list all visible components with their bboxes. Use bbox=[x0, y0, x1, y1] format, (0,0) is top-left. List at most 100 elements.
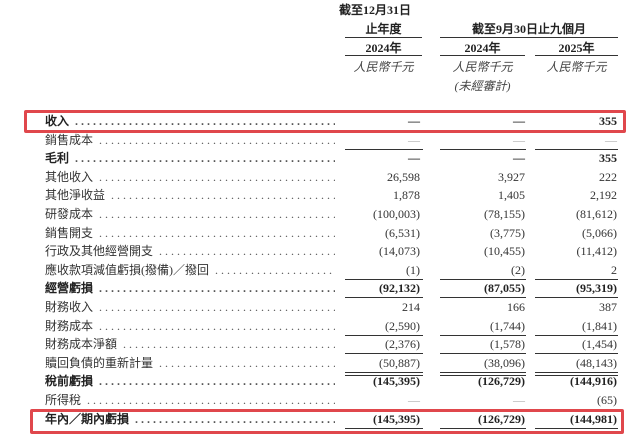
year-header: 2024年 bbox=[464, 41, 501, 55]
cell-value: (2) bbox=[511, 262, 525, 277]
cell-value: 222 bbox=[599, 169, 617, 184]
leader-dots: ........................................… bbox=[75, 114, 335, 128]
table-row: 年內／期內虧損 ................................… bbox=[45, 410, 625, 432]
leader-dots: ........................................… bbox=[159, 244, 335, 259]
cell-value: (1,744) bbox=[490, 318, 525, 333]
row-label-text: 經營虧損 bbox=[45, 281, 94, 296]
row-label-text: 財務成本 bbox=[45, 318, 94, 333]
row-label: 其他淨收益 ..................................… bbox=[45, 186, 335, 204]
leader-dots: ........................................… bbox=[135, 411, 335, 426]
row-label: 研發成本 ...................................… bbox=[45, 205, 335, 223]
cell-value: (6,531) bbox=[385, 225, 420, 240]
cell-value: (65) bbox=[597, 393, 617, 407]
underline bbox=[440, 278, 526, 280]
table-row: 所得稅 ....................................… bbox=[45, 391, 625, 410]
double-underline bbox=[535, 371, 618, 376]
cell-value: 387 bbox=[599, 300, 617, 314]
row-label-text: 所得稅 bbox=[45, 393, 82, 407]
fy-label-header: 止年度 bbox=[365, 22, 402, 36]
cell-value: (3,775) bbox=[490, 225, 525, 240]
leader-dots: ........................................… bbox=[99, 207, 335, 221]
row-label: 經營虧損 ...................................… bbox=[45, 279, 335, 297]
table-row: 其他收入 ...................................… bbox=[45, 168, 625, 186]
cell-value: (92,132) bbox=[379, 281, 420, 296]
unaudited-label: (未經審計) bbox=[454, 79, 511, 93]
cell-value: (10,455) bbox=[484, 244, 525, 259]
underline bbox=[345, 353, 423, 355]
leader-dots: ........................................… bbox=[99, 374, 335, 389]
underline bbox=[440, 148, 526, 150]
underline bbox=[535, 148, 618, 150]
underline bbox=[440, 297, 526, 299]
table-row: 毛利 .....................................… bbox=[45, 149, 625, 167]
cell-value: (145,395) bbox=[373, 411, 420, 426]
row-label-text: 銷售成本 bbox=[45, 132, 94, 147]
row-label-text: 收入 bbox=[45, 114, 70, 128]
table-row: 經營虧損 ...................................… bbox=[45, 279, 625, 299]
year-header: 2025年 bbox=[558, 41, 595, 55]
nine-months-header: 截至9月30日止九個月 bbox=[471, 22, 586, 36]
row-label-text: 研發成本 bbox=[45, 207, 94, 221]
row-label-text: 銷售開支 bbox=[45, 225, 94, 240]
cell-value: (144,981) bbox=[570, 411, 617, 426]
currency-label: 人民幣千元 bbox=[353, 60, 414, 74]
underline bbox=[345, 334, 423, 336]
highlight-box-net-loss bbox=[30, 409, 624, 434]
cell-value: (145,395) bbox=[373, 374, 420, 389]
cell-value: 1,405 bbox=[498, 188, 525, 203]
leader-dots: ........................................… bbox=[215, 262, 335, 277]
cell-value: (50,887) bbox=[379, 355, 420, 370]
underline bbox=[535, 297, 618, 299]
table-row: 其他淨收益 ..................................… bbox=[45, 186, 625, 204]
table-row: 銷售開支 ...................................… bbox=[45, 224, 625, 242]
row-label-text: 財務收入 bbox=[45, 300, 94, 314]
cell-value: (144,916) bbox=[570, 374, 617, 389]
leader-dots: ........................................… bbox=[99, 300, 335, 314]
cell-value: (1,841) bbox=[582, 318, 617, 333]
currency-label: 人民幣千元 bbox=[546, 60, 607, 74]
row-label-text: 年內／期內虧損 bbox=[45, 411, 130, 426]
cell-value: — bbox=[513, 151, 525, 166]
row-label-text: 行政及其他經營開支 bbox=[45, 244, 154, 259]
cell-value: — bbox=[513, 114, 525, 128]
cell-value: (48,143) bbox=[576, 355, 617, 370]
header-rule bbox=[345, 55, 422, 56]
leader-dots: ........................................… bbox=[99, 169, 335, 184]
header-rule bbox=[345, 37, 422, 38]
table-row: 稅前虧損 ...................................… bbox=[45, 372, 625, 390]
double-underline bbox=[440, 371, 526, 376]
cell-value: 2,192 bbox=[590, 188, 617, 203]
cell-value: (11,412) bbox=[576, 244, 617, 259]
row-label: 銷售成本 ...................................… bbox=[45, 131, 335, 149]
cell-value: (100,003) bbox=[373, 207, 420, 221]
leader-dots: ........................................… bbox=[159, 355, 335, 370]
leader-dots: ........................................… bbox=[87, 393, 335, 407]
cell-value: (1,454) bbox=[582, 337, 617, 352]
row-label: 銷售開支 ...................................… bbox=[45, 224, 335, 242]
row-label: 收入 .....................................… bbox=[45, 112, 335, 130]
row-label-text: 其他收入 bbox=[45, 169, 94, 184]
leader-dots: ........................................… bbox=[99, 225, 335, 240]
row-label: 其他收入 ...................................… bbox=[45, 168, 335, 186]
cell-value: (1,578) bbox=[490, 337, 525, 352]
row-label: 財務成本 ...................................… bbox=[45, 317, 335, 335]
header-rule bbox=[440, 37, 618, 38]
row-label: 毛利 .....................................… bbox=[45, 149, 335, 167]
cell-value: 355 bbox=[599, 151, 617, 166]
cell-value: — bbox=[513, 393, 525, 407]
cell-value: (126,729) bbox=[478, 374, 525, 389]
header-rule bbox=[535, 55, 618, 56]
row-label: 行政及其他經營開支 ..............................… bbox=[45, 242, 335, 260]
cell-value: (87,055) bbox=[484, 281, 525, 296]
table-row: 財務收入 ...................................… bbox=[45, 298, 625, 316]
table-row: 研發成本 ...................................… bbox=[45, 205, 625, 223]
cell-value: (2,590) bbox=[385, 318, 420, 333]
leader-dots: ........................................… bbox=[99, 132, 335, 147]
row-label-text: 財務成本淨額 bbox=[45, 337, 118, 352]
cell-value: 2 bbox=[611, 262, 617, 277]
year-header: 2024年 bbox=[365, 41, 402, 55]
cell-value: (95,319) bbox=[576, 281, 617, 296]
cell-value: — bbox=[605, 132, 617, 147]
row-label: 年內／期內虧損 ................................… bbox=[45, 410, 335, 428]
cell-value: 355 bbox=[599, 114, 617, 128]
